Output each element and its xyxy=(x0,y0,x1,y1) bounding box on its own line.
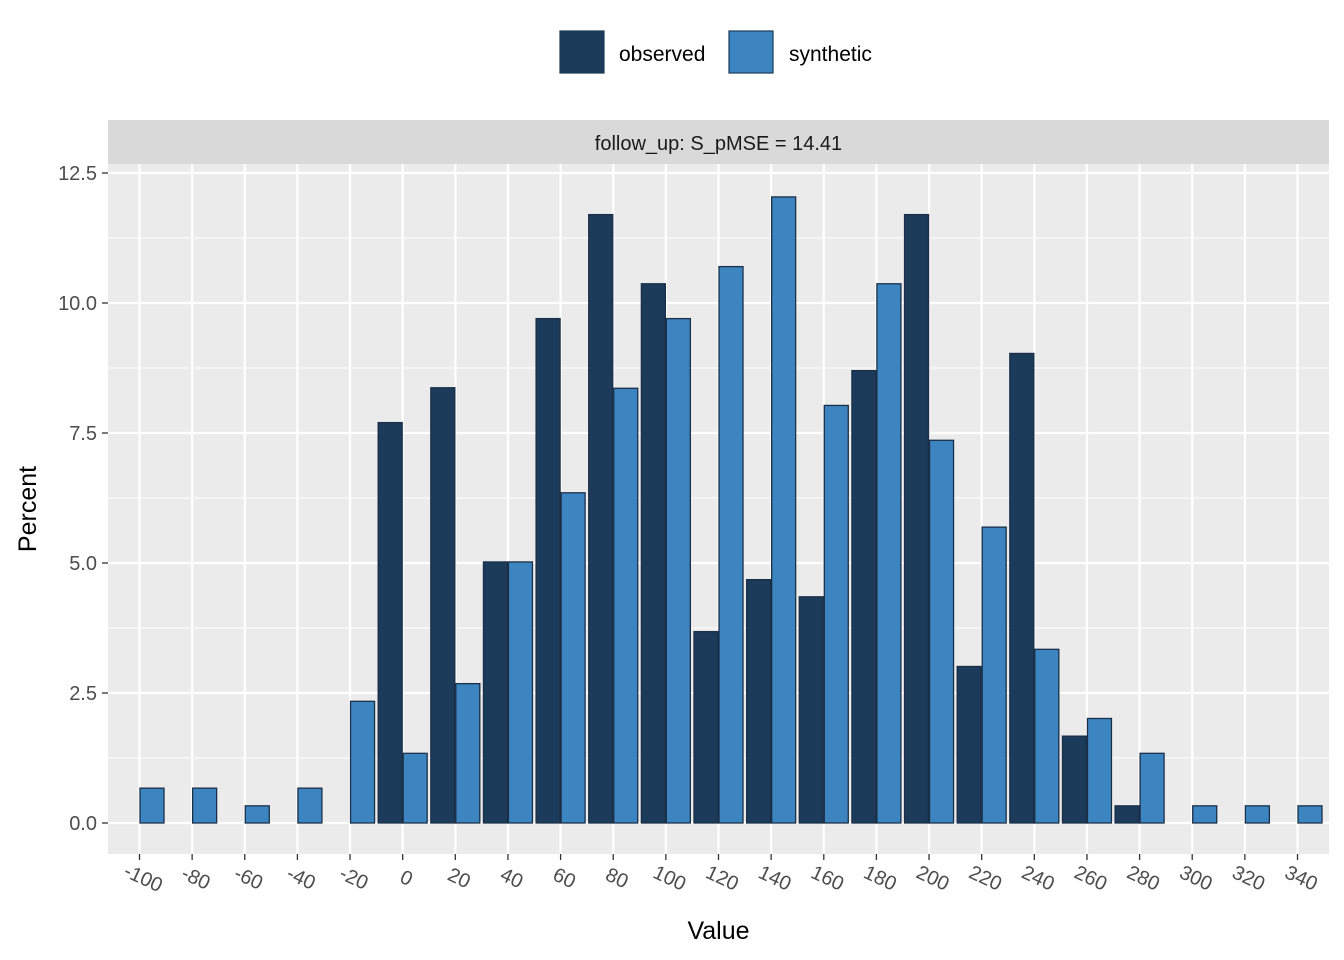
bar-synthetic-340 xyxy=(1297,805,1323,824)
bar-synthetic-280 xyxy=(1139,752,1165,824)
bar-observed-200 xyxy=(903,213,930,824)
x-tick-label: 240 xyxy=(1018,862,1058,896)
x-tick-label: 320 xyxy=(1229,862,1269,896)
bar-synthetic-260 xyxy=(1086,717,1113,824)
bar-synthetic--40 xyxy=(297,787,323,824)
x-tick-label: 40 xyxy=(497,864,526,893)
bar-observed-160 xyxy=(798,596,824,824)
bar-synthetic-180 xyxy=(876,283,902,824)
x-tick-label: 280 xyxy=(1123,862,1163,896)
bar-observed-180 xyxy=(851,369,877,824)
x-tick-label: 0 xyxy=(397,866,416,891)
bar-synthetic-120 xyxy=(718,265,744,824)
bar-synthetic-140 xyxy=(770,196,797,824)
bar-observed-140 xyxy=(745,578,772,824)
bar-observed-240 xyxy=(1009,352,1035,824)
x-tick-label: -80 xyxy=(178,862,213,894)
x-tick-label: 120 xyxy=(702,862,742,896)
y-axis: 0.0 2.5 5.0 7.5 10.0 12.5 xyxy=(58,163,108,835)
x-tick-label: 100 xyxy=(650,862,690,896)
x-tick-label: -40 xyxy=(283,862,318,894)
bar-observed-120 xyxy=(693,630,719,824)
bar-observed-100 xyxy=(640,283,667,824)
x-tick-label: 20 xyxy=(444,864,473,893)
x-tick-label: -60 xyxy=(231,862,266,894)
y-tick-label: 2.5 xyxy=(69,683,97,705)
legend-swatch-observed xyxy=(559,30,605,74)
y-tick-label: 5.0 xyxy=(69,553,97,575)
bar-synthetic--20 xyxy=(349,700,376,824)
bar-observed-20 xyxy=(430,387,456,824)
bar-synthetic-100 xyxy=(665,317,692,824)
bar-synthetic-300 xyxy=(1192,805,1218,824)
bar-synthetic-60 xyxy=(560,492,586,824)
bar-synthetic--80 xyxy=(191,787,218,824)
bar-observed-280 xyxy=(1114,805,1140,824)
facet-strip-label: follow_up: S_pMSE = 14.41 xyxy=(595,133,842,155)
legend-label-observed: observed xyxy=(619,43,705,66)
y-axis-title: Percent xyxy=(14,466,42,552)
facet-strip xyxy=(108,120,1329,164)
x-tick-label: -100 xyxy=(120,860,166,897)
y-tick-label: 10.0 xyxy=(58,293,97,315)
x-tick-label: 220 xyxy=(965,862,1005,896)
bar-synthetic-240 xyxy=(1034,648,1060,824)
bar-synthetic-0 xyxy=(402,752,428,824)
x-tick-label: 340 xyxy=(1281,862,1321,896)
x-axis: -100 -80 -60 -40 -20 0 20 40 60 80 100 120 140 160 180… xyxy=(120,854,1321,897)
bar-synthetic-220 xyxy=(981,526,1007,824)
x-tick-label: 300 xyxy=(1176,862,1216,896)
bar-observed-80 xyxy=(588,213,614,824)
x-tick-label: 200 xyxy=(913,862,953,896)
x-tick-label: 80 xyxy=(602,864,631,893)
x-tick-label: -20 xyxy=(336,862,371,894)
legend-label-synthetic: synthetic xyxy=(789,43,872,66)
bar-synthetic-80 xyxy=(613,387,639,824)
bar-observed-60 xyxy=(535,317,561,824)
x-tick-label: 140 xyxy=(755,862,795,896)
x-tick-label: 60 xyxy=(549,864,578,893)
bar-synthetic--60 xyxy=(244,805,270,824)
bars xyxy=(139,196,1323,824)
bar-synthetic-320 xyxy=(1244,805,1271,824)
x-tick-label: 260 xyxy=(1071,862,1111,896)
legend-swatch-synthetic xyxy=(728,30,774,74)
bar-synthetic--100 xyxy=(139,787,165,824)
legend: observed synthetic xyxy=(558,29,872,75)
y-tick-label: 0.0 xyxy=(69,813,97,835)
y-tick-label: 12.5 xyxy=(58,163,97,185)
bar-observed-40 xyxy=(482,561,509,824)
x-tick-label: 180 xyxy=(860,862,900,896)
x-tick-label: 160 xyxy=(808,862,848,896)
bar-observed-260 xyxy=(1061,735,1088,824)
y-tick-label: 7.5 xyxy=(69,423,97,445)
x-axis-title: Value xyxy=(687,917,749,945)
bar-synthetic-200 xyxy=(928,439,955,824)
bar-synthetic-160 xyxy=(823,404,849,824)
bar-synthetic-20 xyxy=(455,682,481,824)
bar-observed-220 xyxy=(956,665,982,824)
bar-observed-0 xyxy=(377,421,403,824)
bar-synthetic-40 xyxy=(507,561,534,824)
